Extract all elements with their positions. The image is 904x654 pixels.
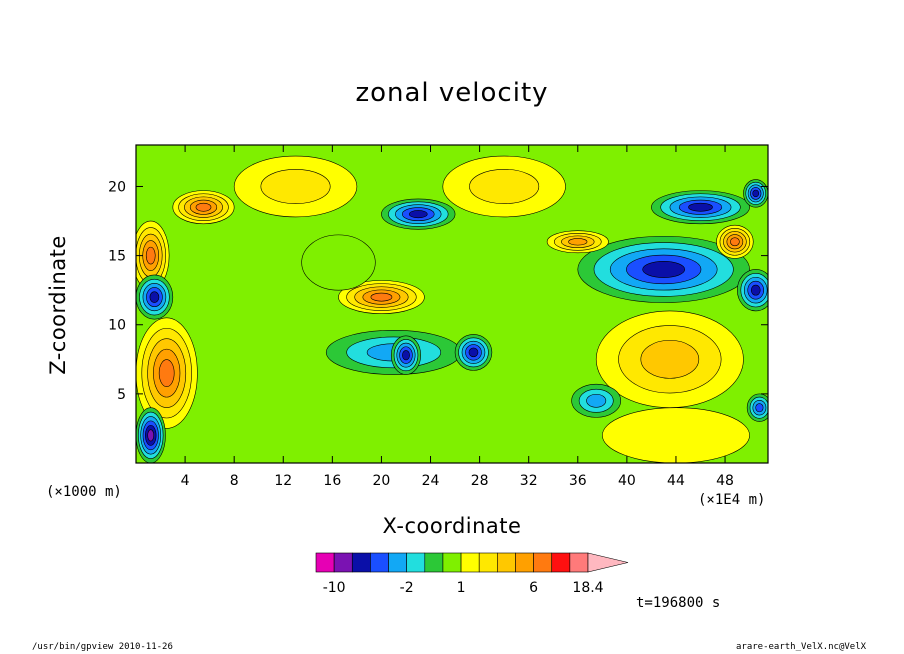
y-tick-label: 10 xyxy=(108,318,126,334)
colorbar-swatch xyxy=(515,552,534,573)
footer-left: /usr/bin/gpview 2010-11-26 xyxy=(32,642,173,652)
colorbar-swatch xyxy=(569,552,589,573)
x-axis: 4 8 12 16 20 24 28 32 36 40 44 48 xyxy=(181,145,734,489)
colorbar-tick-label: 1 xyxy=(457,580,466,596)
x-tick-label: 28 xyxy=(471,473,489,489)
contour-feature-5-level-4 xyxy=(370,292,393,302)
contour-feature-21-level-0 xyxy=(301,234,376,291)
colorbar-arrow xyxy=(587,552,629,573)
contour-feature-11-level-4 xyxy=(145,246,156,265)
contour-feature-1-level-4 xyxy=(688,202,713,212)
time-label: t=196800 s xyxy=(636,595,721,611)
contour-feature-19-level-4 xyxy=(750,284,761,296)
contour-feature-17-level-1 xyxy=(260,168,331,204)
x-tick-label: 48 xyxy=(716,473,734,489)
colorbar-tick-label: -2 xyxy=(400,580,414,596)
x-axis-label: X-coordinate xyxy=(382,514,522,538)
contour-feature-8-level-4 xyxy=(402,350,410,361)
contour-feature-15-level-4 xyxy=(408,210,428,219)
colorbar-tick-label: 18.4 xyxy=(572,580,603,596)
contour-feature-20-level-3 xyxy=(755,403,764,413)
colorbar-tick-label: 6 xyxy=(529,580,538,596)
colorbar-swatch xyxy=(460,552,480,573)
colorbar: -10 -2 1 6 18.4 xyxy=(315,552,629,596)
contour-feature-10-level-4 xyxy=(195,202,212,212)
colorbar-swatch xyxy=(497,552,516,573)
colorbar-swatch xyxy=(533,552,553,573)
colorbar-swatch xyxy=(370,552,389,573)
x-tick-label: 24 xyxy=(422,473,440,489)
y-unit-label: (×1000 m) xyxy=(46,484,122,500)
contour-feature-22-level-0 xyxy=(602,407,750,463)
x-tick-label: 12 xyxy=(274,473,292,489)
x-tick-label: 20 xyxy=(373,473,391,489)
y-tick-label: 20 xyxy=(108,179,126,195)
y-tick-label: 15 xyxy=(108,249,126,265)
y-axis: 5 10 15 20 xyxy=(108,179,768,403)
x-tick-label: 4 xyxy=(181,473,190,489)
colorbar-swatch xyxy=(406,552,426,573)
contour-feature-3-level-4 xyxy=(730,237,740,247)
colorbar-swatch xyxy=(388,552,407,573)
colorbar-swatch xyxy=(424,552,444,573)
y-axis-label: Z-coordinate xyxy=(46,235,70,375)
x-unit-label: (×1E4 m) xyxy=(698,492,766,508)
contour-feature-14-level-5 xyxy=(147,429,155,442)
footer-right: arare-earth_VelX.nc@VelX xyxy=(736,642,867,652)
contour-feature-16-level-1 xyxy=(469,168,540,204)
contour-feature-4-level-2 xyxy=(640,339,700,379)
contour-feature-7-level-4 xyxy=(468,347,479,358)
contour-feature-9-level-2 xyxy=(586,393,607,408)
x-tick-label: 8 xyxy=(230,473,239,489)
colorbar-swatch xyxy=(551,552,571,573)
chart-title: zonal velocity xyxy=(355,78,549,108)
x-tick-label: 36 xyxy=(569,473,587,489)
contour-feature-2-level-3 xyxy=(568,238,588,246)
x-tick-label: 16 xyxy=(323,473,341,489)
x-tick-label: 44 xyxy=(667,473,685,489)
colorbar-swatch xyxy=(478,552,498,573)
colorbar-swatch xyxy=(442,552,462,573)
contour-feature-12-level-4 xyxy=(149,291,160,303)
plot-frame xyxy=(135,144,769,464)
colorbar-tick-label: -10 xyxy=(323,580,346,596)
colorbar-swatch xyxy=(333,552,353,573)
x-tick-label: 40 xyxy=(618,473,636,489)
contour-field xyxy=(136,145,768,463)
colorbar-swatch xyxy=(315,552,335,573)
contour-feature-13-level-4 xyxy=(158,359,175,387)
contour-feature-18-level-4 xyxy=(752,189,760,198)
colorbar-swatch xyxy=(351,552,371,573)
x-tick-label: 32 xyxy=(520,473,538,489)
contour-feature-0-level-4 xyxy=(642,260,686,278)
y-tick-label: 5 xyxy=(117,387,126,403)
